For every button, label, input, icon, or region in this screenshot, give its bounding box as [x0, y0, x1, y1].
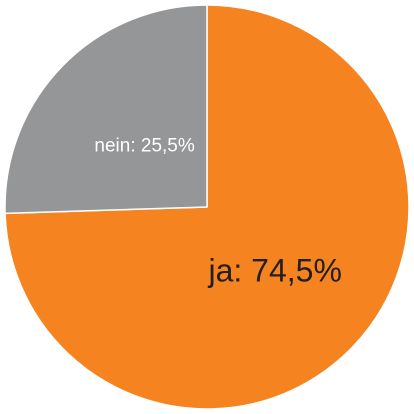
- pie-label-ja: ja: 74,5%: [207, 253, 341, 289]
- pie-slices: [4, 4, 410, 410]
- pie-labels: ja: 74,5% nein: 25,5%: [94, 136, 341, 289]
- pie-slice-nein: [4, 4, 208, 215]
- pie-label-nein: nein: 25,5%: [94, 136, 194, 157]
